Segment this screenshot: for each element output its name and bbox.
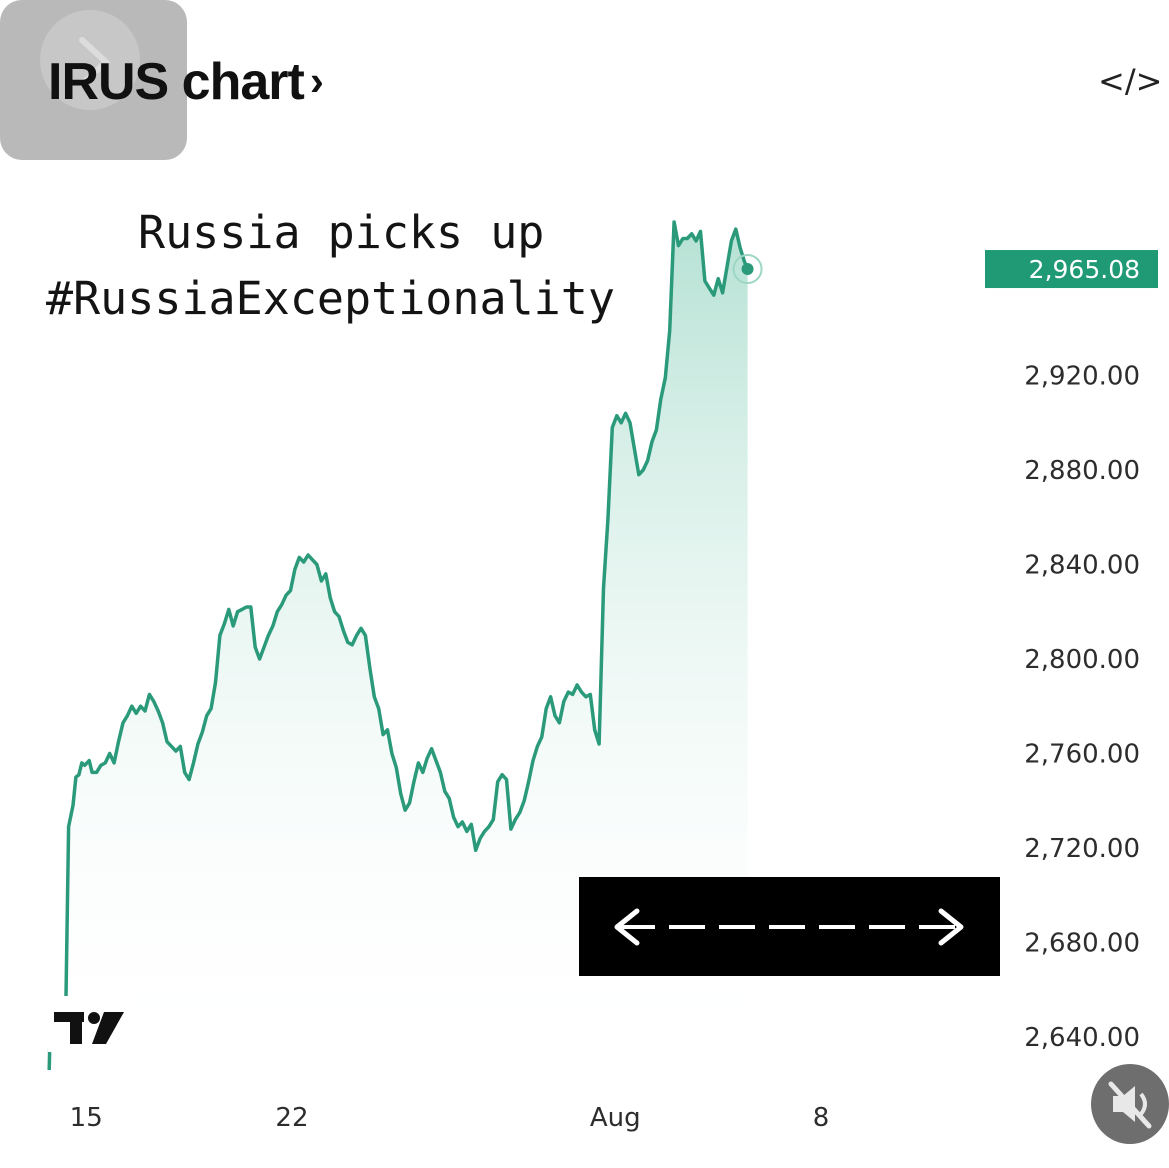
y-tick-label: 2,640.00 [1024,1023,1140,1053]
y-tick-label: 2,880.00 [1024,456,1140,486]
overlay-button[interactable] [0,0,187,160]
last-price-ring [732,254,763,285]
last-price-tag: 2,965.08 [985,250,1158,289]
last-price-marker [732,254,763,285]
x-axis: 15 22 Aug 8 [70,1103,830,1133]
y-tick-label: 2,680.00 [1024,928,1140,958]
caption-line-1: Russia picks up [138,206,545,259]
y-tick-label: 2,920.00 [1024,362,1140,392]
price-line [47,220,750,1071]
caption-line-2: #RussiaExceptionality [46,272,615,325]
price-area-fill [49,222,748,1070]
title-chevron-icon: › [309,57,324,104]
last-price-label: 2,965.08 [1029,255,1140,284]
y-axis: 2,920.00 2,880.00 2,840.00 2,800.00 2,760.00… [1024,362,1140,1053]
tradingview-logo-icon [48,996,134,1052]
double-arrow-icon [614,908,964,946]
y-tick-label: 2,800.00 [1024,645,1140,675]
x-tick-label: Aug [590,1103,641,1133]
chevron-right-icon [79,37,111,87]
code-embed-icon[interactable]: </> [1098,62,1163,100]
redaction-box [579,877,1000,976]
y-tick-label: 2,840.00 [1024,550,1140,580]
last-price-dot [741,263,754,276]
y-tick-label: 2,760.00 [1024,739,1140,769]
page-title-text: IRUS chart [48,53,305,111]
speaker-muted-icon [1108,1081,1152,1129]
last-price-tag-box [985,250,1158,289]
x-tick-label: 15 [70,1103,103,1133]
overlay-circle [40,10,140,110]
x-tick-label: 22 [275,1103,308,1133]
mute-button[interactable] [1091,1064,1169,1144]
y-tick-label: 2,720.00 [1024,834,1140,864]
page-title[interactable]: IRUS chart › [48,52,324,112]
x-tick-label: 8 [813,1103,830,1133]
